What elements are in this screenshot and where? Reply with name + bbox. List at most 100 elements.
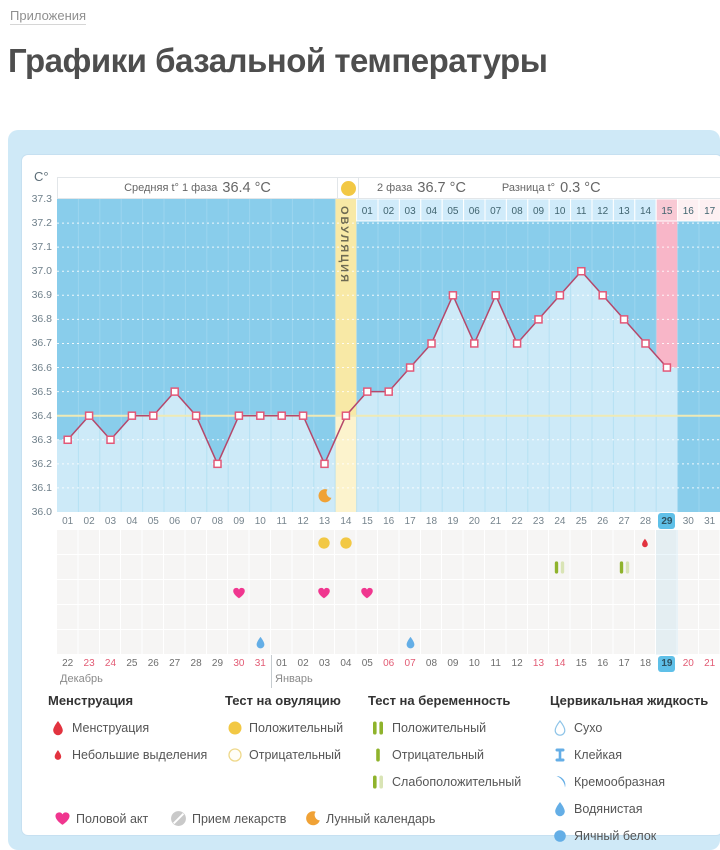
calendar-date: 13 [532, 658, 545, 669]
calendar-date: 12 [511, 658, 523, 669]
circle-yellow-filled-marker [314, 530, 335, 555]
phase2-day-label: 13 [619, 206, 631, 217]
pill-gray-glyph [170, 811, 186, 826]
calendar-date: 25 [126, 658, 138, 669]
drop-blue-marker [250, 630, 271, 655]
legend-group: Тест на беременность Положительный Отрицат… [368, 693, 521, 795]
temperature-point [298, 411, 308, 420]
calendar-date: 26 [147, 658, 159, 669]
legend-item: Клейкая [550, 741, 708, 768]
temperature-point [320, 459, 329, 469]
cycle-day-number: 28 [639, 515, 652, 527]
y-axis-tick-label: 36.6 [31, 361, 52, 374]
circle-yellow-outline-glyph [228, 747, 242, 762]
legend-item-label: Слабоположительный [392, 774, 522, 789]
legend-item: Положительный [368, 714, 521, 741]
temperature-point [427, 339, 436, 348]
temperature-plot: ОВУЛЯЦИЯ 01 02 03 04 05 06 07 08 09 10 11 12 13 14 15 16… [57, 199, 720, 512]
ovulation-column-lower [335, 415, 357, 512]
drop-large-red-icon [48, 720, 68, 736]
legend-group: Тест на овуляцию Положительный Отрицательн… [225, 693, 343, 768]
cycle-day-number: 03 [104, 515, 117, 527]
heart-pink-icon [52, 810, 72, 827]
moon-orange-glyph [305, 811, 320, 826]
current-cycle-day-tab: 29 [658, 513, 676, 529]
cycle-day-number: 25 [575, 515, 587, 527]
legend-item-label: Клейкая [574, 747, 622, 762]
event-icon-grid [57, 530, 720, 655]
drop-small-red-icon [48, 747, 68, 763]
phase2-day-label: 05 [447, 206, 459, 217]
temperature-point [63, 435, 72, 445]
phase2-day-label: 09 [533, 206, 545, 217]
phase2-day-label: 03 [405, 206, 417, 217]
legend-extra-label: Лунный календарь [326, 811, 436, 826]
bar-one-green-glyph [376, 748, 380, 761]
circle-yellow-outline-icon [225, 747, 245, 763]
legend-item-label: Водянистая [574, 801, 643, 816]
legend-item-label: Отрицательный [249, 747, 342, 762]
temperature-point [363, 387, 372, 396]
bars-green-pale-marker [613, 555, 634, 580]
month-label: Декабрь [60, 673, 103, 685]
breadcrumb-link[interactable]: Приложения [10, 8, 87, 25]
calendar-date: 11 [490, 658, 501, 669]
diff-value: 0.3 °C [560, 180, 601, 196]
drop-small-red-glyph [54, 749, 62, 760]
phase2-day-label: 08 [512, 206, 524, 217]
calendar-date-row: 22 23 24 25 26 27 28 29 30 31 01 02 03 04 05 06 07 08 09 10… [57, 655, 720, 672]
cycle-day-number: 07 [190, 515, 202, 527]
calendar-date: 18 [639, 658, 652, 669]
drop-blue-glyph [555, 801, 565, 816]
temperature-point [106, 435, 115, 445]
legend-item: Менструация [48, 714, 207, 741]
bars-two-green-glyph [373, 721, 383, 734]
circle-yellow-filled-glyph [228, 721, 242, 734]
cycle-day-number: 08 [211, 515, 224, 527]
moon-orange-icon [302, 810, 322, 827]
cycle-day-number: 29 [656, 512, 677, 530]
y-axis-tick-label: 37.2 [31, 217, 52, 230]
legend-extra-item: Лунный календарь [302, 805, 435, 832]
temperature-point [491, 291, 500, 300]
cycle-day-number: 15 [361, 515, 373, 527]
month-divider [271, 655, 272, 688]
phase2-day-label: 17 [704, 206, 716, 217]
circle-yellow-filled-glyph [318, 536, 331, 549]
drop-blue-marker [399, 630, 420, 655]
calendar-month-row: Декабрь Январь [57, 672, 720, 688]
calendar-date: 23 [83, 658, 95, 669]
temperature-point [191, 411, 201, 420]
calendar-date: 30 [233, 658, 245, 669]
cycle-day-number: 27 [618, 515, 630, 527]
temperature-point [384, 387, 393, 396]
ovulation-positive-icon [340, 180, 356, 196]
phase1-average-header: Средняя t° 1 фаза 36.4 °C [57, 177, 338, 199]
ovulation-vertical-label: ОВУЛЯЦИЯ [338, 206, 350, 284]
circle-yellow-filled-marker [335, 530, 356, 555]
crescent-blue-icon [550, 774, 570, 790]
phase2-day-label: 02 [383, 206, 395, 217]
calendar-date: 01 [276, 658, 288, 669]
legend-item: Слабоположительный [368, 768, 521, 795]
calendar-date: 17 [618, 658, 630, 669]
today-column-highlight [656, 530, 678, 655]
calendar-date: 19 [656, 655, 677, 672]
chart-card: C° 37.3 37.2 37.1 37.0 36.9 36.8 36.7 36.6 36.5 3… [22, 155, 720, 843]
legend-group: Цервикальная жидкость Сухо Клейкая Кремообр… [550, 693, 708, 849]
phase2-label: 2 фаза [377, 182, 413, 194]
calendar-date: 07 [404, 658, 416, 669]
legend-extra-item: Прием лекарств [168, 805, 286, 832]
heart-pink-glyph [233, 587, 245, 598]
y-axis-tick-label: 37.3 [31, 193, 52, 205]
calendar-date: 16 [597, 658, 609, 669]
cycle-day-number: 09 [233, 515, 245, 527]
y-axis-tick-label: 36.3 [31, 433, 52, 446]
legend-item-label: Небольшие выделения [72, 747, 208, 762]
ovulation-header-cell [338, 177, 358, 199]
bars-two-green-icon [368, 720, 388, 736]
phase2-day-cell [698, 199, 720, 222]
legend-item-label: Менструация [72, 720, 150, 735]
pink-highlight-column [656, 221, 678, 368]
